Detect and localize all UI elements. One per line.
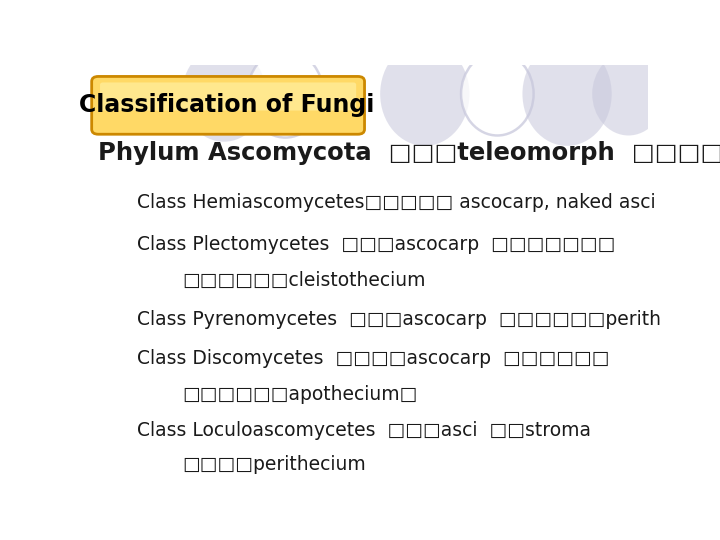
Text: Class Discomycetes  □□□□ascocarp  □□□□□□: Class Discomycetes □□□□ascocarp □□□□□□: [138, 348, 610, 368]
Ellipse shape: [593, 52, 665, 136]
Text: Phylum Ascomycota  □□□teleomorph  □□□□ascospore: Phylum Ascomycota □□□teleomorph □□□□asco…: [99, 140, 720, 165]
Text: □□□□□□cleistothecium: □□□□□□cleistothecium: [182, 271, 426, 290]
Text: Class Plectomycetes  □□□ascocarp  □□□□□□□: Class Plectomycetes □□□ascocarp □□□□□□□: [138, 235, 616, 254]
FancyBboxPatch shape: [91, 77, 364, 134]
Text: Classification of Fungi: Classification of Fungi: [79, 93, 374, 117]
Text: □□□□perithecium: □□□□perithecium: [182, 455, 366, 474]
Ellipse shape: [523, 42, 612, 146]
Text: Class Pyrenomycetes  □□□ascocarp  □□□□□□perith: Class Pyrenomycetes □□□ascocarp □□□□□□pe…: [138, 310, 662, 329]
Text: □□□□□□apothecium□: □□□□□□apothecium□: [182, 384, 418, 404]
FancyBboxPatch shape: [100, 83, 356, 111]
Ellipse shape: [380, 42, 469, 146]
Ellipse shape: [182, 46, 266, 141]
Ellipse shape: [248, 50, 323, 138]
Text: Class Loculoascomycetes  □□□asci  □□stroma: Class Loculoascomycetes □□□asci □□stroma: [138, 421, 591, 440]
Text: Class Hemiascomycetes□□□□□ ascocarp, naked asci: Class Hemiascomycetes□□□□□ ascocarp, nak…: [138, 193, 656, 212]
Ellipse shape: [461, 52, 534, 136]
